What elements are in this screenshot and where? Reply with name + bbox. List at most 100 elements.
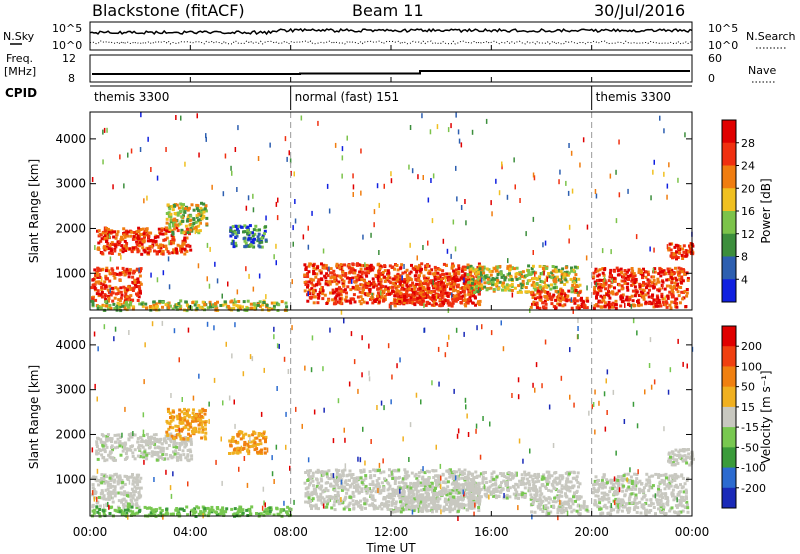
heatmap-speckle: [560, 275, 563, 281]
heatmap-cell: [424, 296, 427, 299]
heatmap-cell: [570, 306, 574, 310]
noise-right-tick-top: 10^5: [708, 22, 738, 35]
heatmap-cell: [175, 455, 179, 459]
heatmap-cell: [353, 271, 357, 275]
heatmap-cell: [110, 490, 114, 494]
heatmap-speckle: [334, 142, 337, 148]
heatmap-cell: [369, 493, 373, 497]
heatmap-cell: [460, 470, 464, 474]
heatmap-cell: [314, 503, 318, 507]
heatmap-cell: [426, 264, 429, 268]
heatmap-speckle: [432, 280, 434, 285]
heatmap-cell: [626, 274, 630, 278]
heatmap-cell: [609, 268, 613, 272]
heatmap-cell: [348, 478, 351, 482]
heatmap-cell: [534, 288, 538, 292]
heatmap-speckle: [666, 194, 668, 200]
heatmap-cell: [448, 292, 452, 296]
heatmap-cell: [317, 294, 321, 297]
heatmap-cell: [160, 509, 164, 512]
heatmap-cell: [555, 275, 559, 279]
heatmap-cell: [369, 490, 373, 494]
heatmap-cell: [536, 291, 540, 295]
heatmap-cell: [120, 481, 124, 485]
heatmap-cell: [357, 287, 361, 290]
heatmap-speckle: [514, 184, 516, 190]
heatmap-cell: [265, 303, 269, 307]
heatmap-cell: [474, 279, 478, 283]
heatmap-cell: [317, 280, 321, 284]
heatmap-cell: [386, 276, 389, 280]
cpid-segments: themis 3300 normal (fast) 151 themis 3300: [94, 86, 671, 110]
heatmap-cell: [658, 268, 662, 271]
heatmap-cell: [167, 212, 171, 216]
heatmap-cell: [361, 482, 365, 486]
heatmap-cell: [491, 280, 495, 284]
heatmap-cell: [440, 296, 444, 300]
heatmap-cell: [136, 437, 140, 440]
heatmap-cell: [420, 302, 424, 306]
heatmap-cell: [237, 432, 241, 436]
heatmap-cell: [108, 474, 112, 478]
heatmap-speckle: [601, 248, 604, 254]
heatmap-cell: [101, 267, 105, 271]
heatmap-cell: [415, 476, 419, 480]
heatmap-cell: [434, 469, 438, 473]
heatmap-cell: [103, 237, 106, 241]
heatmap-cell: [306, 500, 310, 504]
heatmap-cell: [165, 221, 169, 225]
heatmap-cell: [552, 279, 556, 283]
colorbar-tick-label: 24: [741, 160, 755, 173]
heatmap-cell: [197, 506, 201, 510]
heatmap-cell: [637, 304, 641, 308]
heatmap-speckle: [205, 136, 207, 142]
heatmap-speckle: [441, 286, 444, 292]
heatmap-cell: [543, 299, 547, 303]
heatmap-cell: [163, 238, 167, 242]
heatmap-cell: [317, 507, 320, 511]
heatmap-cell: [417, 471, 421, 475]
heatmap-cell: [422, 274, 426, 278]
heatmap-cell: [661, 297, 665, 301]
heatmap-cell: [197, 430, 201, 434]
heatmap-speckle: [571, 188, 574, 194]
heatmap-cell: [185, 236, 189, 240]
heatmap-cell: [397, 481, 401, 485]
heatmap-cell: [503, 278, 507, 282]
heatmap-cell: [178, 442, 182, 445]
heatmap-cell: [381, 299, 385, 303]
heatmap-cell: [344, 505, 348, 509]
heatmap-cell: [253, 232, 257, 236]
heatmap-cell: [570, 290, 574, 294]
heatmap-cell: [388, 286, 392, 290]
heatmap-cell: [96, 289, 100, 293]
heatmap-cell: [129, 301, 133, 304]
heatmap-cell: [466, 284, 470, 288]
heatmap-cell: [316, 301, 320, 305]
heatmap-cell: [322, 470, 326, 474]
heatmap-cell: [478, 474, 481, 478]
heatmap-cell: [462, 281, 466, 285]
heatmap-speckle: [650, 195, 652, 201]
heatmap-cell: [214, 304, 218, 308]
heatmap-cell: [675, 305, 679, 309]
heatmap-speckle: [364, 262, 366, 268]
heatmap-cell: [97, 496, 101, 499]
heatmap-speckle: [452, 219, 455, 225]
heatmap-cell: [495, 284, 499, 288]
heatmap-speckle: [211, 184, 213, 190]
heatmap-cell: [675, 278, 679, 282]
heatmap-cell: [106, 306, 110, 310]
cpid-segment-label: themis 3300: [94, 90, 169, 104]
heatmap-speckle: [284, 136, 287, 142]
heatmap-cell: [557, 292, 561, 296]
heatmap-speckle: [666, 183, 669, 189]
heatmap-cell: [600, 278, 604, 282]
heatmap-cell: [168, 225, 172, 229]
heatmap-cell: [442, 480, 446, 484]
heatmap-cell: [138, 302, 142, 306]
heatmap-cell: [330, 473, 334, 477]
heatmap-speckle: [328, 266, 330, 272]
heatmap-cell: [303, 263, 307, 267]
heatmap-cell: [565, 280, 569, 284]
